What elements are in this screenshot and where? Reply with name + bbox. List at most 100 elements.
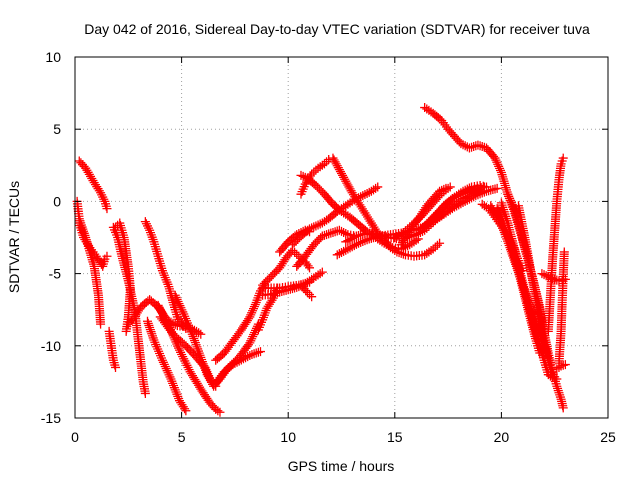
data-point <box>184 365 194 375</box>
data-point <box>169 383 179 393</box>
data-point <box>464 186 474 196</box>
data-point <box>97 190 107 200</box>
data-point <box>492 183 502 193</box>
x-axis-tick-labels: 0 5 10 15 20 25 <box>71 429 616 445</box>
series-arc40 <box>543 153 568 336</box>
data-point <box>165 372 175 382</box>
data-point <box>174 343 184 353</box>
data-point <box>171 292 181 302</box>
plot-frame <box>74 56 609 419</box>
data-point <box>539 270 549 280</box>
series-arc03 <box>74 218 112 271</box>
data-point <box>558 360 568 370</box>
data-point <box>469 142 479 152</box>
data-point <box>196 352 206 362</box>
data-point <box>194 328 204 338</box>
data-point <box>452 191 462 201</box>
data-point <box>172 389 182 399</box>
axis-ticks <box>74 56 609 419</box>
data-point <box>154 302 164 312</box>
data-point <box>255 347 265 357</box>
data-point <box>260 308 270 318</box>
data-points <box>72 103 570 417</box>
data-point <box>337 248 346 258</box>
data-point <box>258 282 268 292</box>
data-point <box>345 235 355 245</box>
data-point <box>180 356 190 366</box>
data-point <box>317 231 327 241</box>
data-point <box>190 336 200 346</box>
data-point <box>183 320 193 330</box>
series-arc04 <box>104 326 121 372</box>
data-point <box>506 197 516 207</box>
series-arc23 <box>296 155 334 199</box>
data-point <box>145 225 155 235</box>
data-point <box>334 249 344 259</box>
data-point <box>193 344 203 354</box>
data-point <box>339 172 349 182</box>
data-point <box>176 303 186 313</box>
data-point <box>435 191 445 201</box>
data-point <box>215 407 225 417</box>
series-arc20 <box>296 280 317 302</box>
data-point <box>409 218 419 228</box>
data-point <box>554 362 564 372</box>
data-point <box>150 239 160 249</box>
data-point <box>258 315 268 325</box>
data-point <box>411 216 421 226</box>
series-arc18 <box>258 267 327 300</box>
data-point <box>200 363 210 373</box>
data-point <box>147 329 157 339</box>
series-arc10 <box>153 300 225 417</box>
data-point <box>183 362 193 372</box>
data-point <box>311 221 321 231</box>
data-point <box>267 295 277 305</box>
data-point <box>492 157 502 167</box>
data-point <box>142 221 152 231</box>
data-point <box>411 230 421 240</box>
data-point <box>146 230 156 240</box>
data-point <box>334 165 344 175</box>
data-point <box>178 352 188 362</box>
data-point <box>309 167 319 177</box>
data-point <box>243 340 253 350</box>
data-point <box>163 368 173 378</box>
data-point <box>541 271 551 281</box>
data-point <box>332 161 342 171</box>
data-point <box>179 354 189 364</box>
data-point <box>339 246 349 256</box>
y-tick-label: 5 <box>53 121 61 137</box>
data-point <box>345 184 355 194</box>
data-point <box>322 230 332 240</box>
data-point <box>243 352 253 362</box>
data-point <box>396 230 406 240</box>
data-point <box>150 337 160 347</box>
data-point <box>176 347 186 357</box>
data-point <box>498 202 508 212</box>
data-point <box>145 325 155 335</box>
data-point <box>162 277 172 287</box>
data-point <box>460 188 470 198</box>
data-point <box>182 360 192 370</box>
data-point <box>199 361 209 371</box>
data-point <box>247 308 257 318</box>
data-point <box>292 249 302 259</box>
data-point <box>154 254 164 264</box>
data-point <box>494 208 504 218</box>
data-point <box>473 140 483 150</box>
data-point <box>467 186 477 196</box>
data-point <box>195 350 205 360</box>
data-point <box>309 222 319 232</box>
data-point <box>251 297 261 307</box>
data-point <box>191 340 201 350</box>
data-point <box>326 228 336 238</box>
data-point <box>456 189 466 199</box>
data-point <box>205 375 215 385</box>
series-arc25 <box>328 153 445 261</box>
x-tick-label: 25 <box>600 429 616 445</box>
data-point <box>394 248 404 258</box>
data-point <box>335 167 345 177</box>
data-point <box>537 269 547 279</box>
data-point <box>349 232 359 242</box>
data-point <box>147 232 157 242</box>
